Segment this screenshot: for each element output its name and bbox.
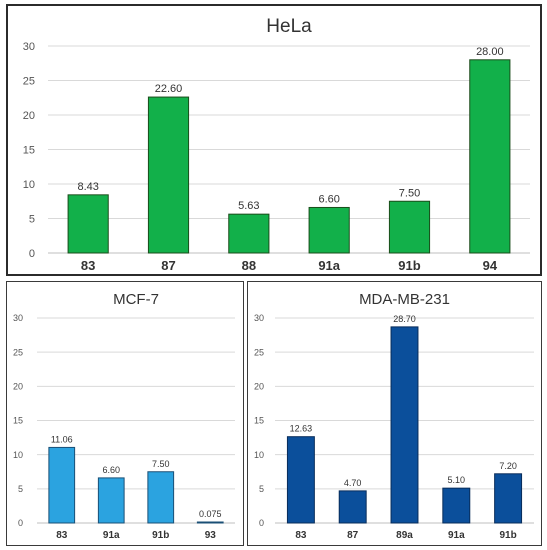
mdamb231-data-label: 4.70	[344, 478, 362, 488]
mcf7-y-tick-label: 0	[18, 518, 23, 528]
mdamb231-category-label: 83	[295, 530, 307, 541]
mdamb231-y-tick-label: 5	[259, 484, 264, 494]
hela-y-tick-label: 15	[23, 144, 35, 156]
mcf7-data-label: 11.06	[51, 434, 73, 444]
mcf7-category-label: 93	[205, 530, 217, 541]
hela-category-label: 87	[161, 258, 175, 273]
hela-data-label: 28.00	[476, 46, 504, 58]
mcf7-bar-93	[196, 521, 224, 524]
hela-data-label: 5.63	[238, 200, 259, 212]
mdamb231-y-tick-label: 10	[254, 450, 264, 460]
hela-category-label: 91a	[318, 258, 340, 273]
mcf7-y-tick-label: 15	[13, 416, 23, 426]
mcf7-y-tick-label: 10	[13, 450, 23, 460]
mdamb231-data-label: 12.63	[290, 424, 313, 434]
hela-chart-title: HeLa	[266, 16, 312, 37]
hela-chart-panel: HeLa 0 5 10 15 20 25 30 8.43 83 22.60 87 5.63 88 6.60 9…	[6, 4, 542, 276]
mcf7-data-label: 7.50	[152, 459, 170, 469]
mdamb231-data-label: 7.20	[499, 461, 517, 471]
mdamb231-y-tick-label: 30	[254, 313, 264, 323]
hela-category-label: 94	[483, 258, 498, 273]
mdamb231-category-label: 91b	[499, 530, 516, 541]
hela-y-tick-label: 20	[23, 110, 35, 122]
hela-chart: HeLa 0 5 10 15 20 25 30 8.43 83 22.60 87 5.63 88 6.60 9…	[23, 16, 530, 273]
hela-data-label: 7.50	[399, 187, 420, 199]
mcf7-y-tick-label: 20	[13, 381, 23, 391]
mdamb231-chart-title: MDA-MB-231	[359, 291, 450, 308]
hela-y-tick-label: 10	[23, 179, 35, 191]
hela-data-label: 6.60	[318, 193, 339, 205]
hela-category-label: 91b	[398, 258, 420, 273]
hela-y-tick-label: 30	[23, 41, 35, 53]
mdamb231-y-tick-label: 15	[254, 416, 264, 426]
hela-bar-87	[147, 96, 190, 254]
mcf7-category-label: 91b	[152, 530, 169, 541]
mdamb231-y-tick-label: 0	[259, 518, 264, 528]
hela-y-tick-label: 5	[29, 213, 35, 225]
mcf7-data-label: 6.60	[102, 465, 120, 475]
hela-data-label: 22.60	[155, 83, 183, 95]
mcf7-bar-91a	[97, 477, 125, 524]
hela-bar-88	[228, 213, 270, 254]
mcf7-y-tick-label: 25	[13, 347, 23, 357]
mdamb231-y-tick-label: 20	[254, 381, 264, 391]
mdamb231-bar-91a	[442, 487, 471, 524]
mdamb231-chart: MDA-MB-231 0 5 10 15 20 25 30 12.63 83 4.70 87 28.70…	[254, 291, 534, 541]
mcf7-category-label: 91a	[103, 530, 120, 541]
mcf7-bar-83	[48, 446, 76, 524]
mdamb231-data-label: 5.10	[448, 475, 466, 485]
mcf7-bar-91b	[147, 471, 175, 524]
mcf7-chart: MCF-7 0 5 10 15 20 25 30 11.06 83 6.60 91a 7.50 91b 0.…	[13, 291, 235, 541]
hela-category-label: 83	[81, 258, 95, 273]
hela-y-tick-label: 0	[29, 248, 35, 260]
mcf7-data-label: 0.075	[199, 509, 222, 519]
hela-y-tick-label: 25	[23, 75, 35, 87]
mdamb231-y-tick-label: 25	[254, 347, 264, 357]
mdamb231-bar-89a	[390, 326, 419, 524]
mdamb231-bar-87	[338, 490, 367, 524]
mdamb231-bar-91b	[494, 473, 523, 524]
hela-bar-91b	[388, 200, 431, 254]
mdamb231-bar-83	[286, 436, 315, 524]
hela-data-label: 8.43	[77, 181, 98, 193]
hela-bar-83	[67, 194, 109, 254]
mdamb231-category-label: 91a	[448, 530, 465, 541]
mcf7-y-tick-label: 5	[18, 484, 23, 494]
hela-bar-91a	[308, 206, 350, 254]
mdamb231-category-label: 87	[347, 530, 359, 541]
mcf7-chart-title: MCF-7	[113, 291, 159, 308]
mcf7-category-label: 83	[56, 530, 68, 541]
mdamb231-chart-panel: MDA-MB-231 0 5 10 15 20 25 30 12.63 83 4.70 87 28.70…	[247, 281, 542, 546]
hela-bar-94	[469, 59, 511, 254]
hela-category-label: 88	[242, 258, 256, 273]
mcf7-y-tick-label: 30	[13, 313, 23, 323]
mcf7-chart-panel: MCF-7 0 5 10 15 20 25 30 11.06 83 6.60 91a 7.50 91b 0.…	[6, 281, 244, 546]
mdamb231-data-label: 28.70	[393, 314, 416, 324]
mdamb231-category-label: 89a	[396, 530, 413, 541]
